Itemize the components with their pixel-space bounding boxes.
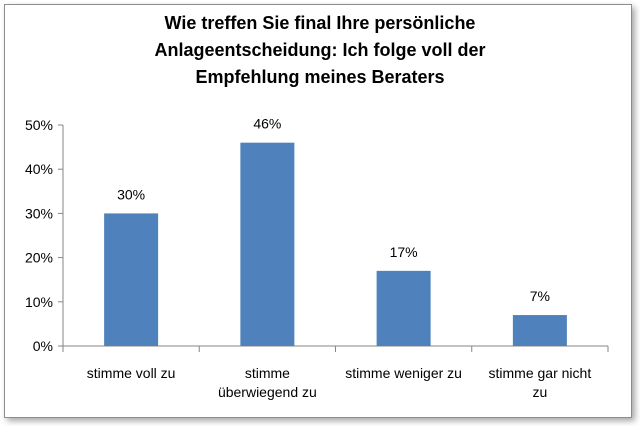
data-label: 7% — [530, 288, 550, 304]
chart-title-line-1: Wie treffen Sie final Ihre persönliche — [164, 13, 476, 33]
data-label: 46% — [253, 116, 281, 132]
bar — [240, 142, 295, 346]
y-tick-label: 50% — [25, 117, 53, 133]
bar — [512, 315, 567, 346]
x-category-label: überwiegend zu — [218, 384, 317, 400]
chart-title-line-3: Empfehlung meines Beraters — [195, 67, 445, 87]
x-category-label: stimme weniger zu — [345, 365, 462, 381]
y-tick-label: 10% — [25, 294, 53, 310]
bar — [376, 270, 431, 346]
data-label: 17% — [390, 244, 418, 260]
chart-title: Wie treffen Sie final Ihre persönliche A… — [0, 10, 640, 91]
x-category-label: stimme voll zu — [87, 365, 176, 381]
x-category-label: stimme gar nicht — [489, 365, 592, 381]
chart-title-line-2: Anlageentscheidung: Ich folge voll der — [154, 40, 486, 60]
bar — [104, 213, 159, 346]
x-category-label: stimme — [245, 365, 290, 381]
y-tick-label: 0% — [33, 338, 53, 354]
y-tick-label: 20% — [25, 250, 53, 266]
y-tick-label: 30% — [25, 205, 53, 221]
y-tick-label: 40% — [25, 161, 53, 177]
data-label: 30% — [117, 186, 145, 202]
x-category-label: zu — [532, 384, 547, 400]
chart-frame — [4, 4, 632, 418]
